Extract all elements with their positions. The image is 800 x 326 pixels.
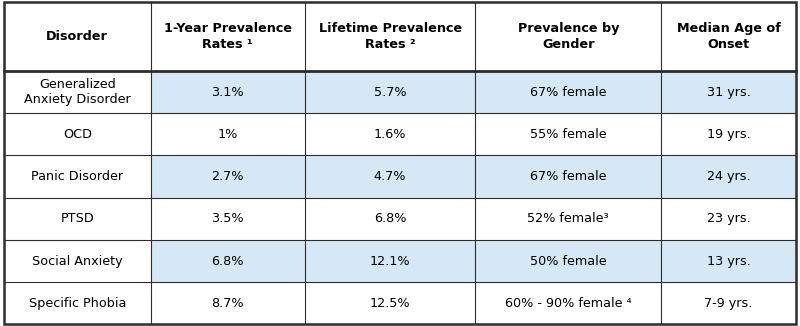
Bar: [662, 2, 796, 71]
Bar: [150, 71, 305, 113]
Bar: [475, 282, 662, 324]
Bar: [662, 282, 796, 324]
Bar: [475, 71, 662, 113]
Bar: [305, 2, 475, 71]
Bar: [305, 71, 475, 113]
Text: OCD: OCD: [62, 128, 92, 141]
Bar: [475, 113, 662, 156]
Bar: [662, 113, 796, 156]
Text: Median Age of
Onset: Median Age of Onset: [677, 22, 781, 51]
Text: 1%: 1%: [218, 128, 238, 141]
Bar: [4, 198, 150, 240]
Bar: [305, 113, 475, 156]
Text: 67% female: 67% female: [530, 86, 606, 99]
Bar: [475, 198, 662, 240]
Bar: [4, 113, 150, 156]
Text: Specific Phobia: Specific Phobia: [29, 297, 126, 310]
Bar: [150, 240, 305, 282]
Text: Prevalence by
Gender: Prevalence by Gender: [518, 22, 619, 51]
Text: 12.5%: 12.5%: [370, 297, 410, 310]
Bar: [662, 71, 796, 113]
Text: 5.7%: 5.7%: [374, 86, 406, 99]
Bar: [150, 198, 305, 240]
Bar: [662, 240, 796, 282]
Text: Generalized
Anxiety Disorder: Generalized Anxiety Disorder: [24, 78, 130, 106]
Text: 31 yrs.: 31 yrs.: [706, 86, 750, 99]
Text: 52% female³: 52% female³: [527, 212, 609, 225]
Text: 19 yrs.: 19 yrs.: [707, 128, 750, 141]
Bar: [305, 198, 475, 240]
Bar: [4, 282, 150, 324]
Text: 4.7%: 4.7%: [374, 170, 406, 183]
Text: 1.6%: 1.6%: [374, 128, 406, 141]
Text: 12.1%: 12.1%: [370, 255, 410, 268]
Bar: [662, 156, 796, 198]
Text: Disorder: Disorder: [46, 30, 108, 43]
Bar: [4, 2, 150, 71]
Text: Social Anxiety: Social Anxiety: [32, 255, 122, 268]
Bar: [4, 240, 150, 282]
Bar: [475, 240, 662, 282]
Text: 3.5%: 3.5%: [211, 212, 244, 225]
Text: 24 yrs.: 24 yrs.: [707, 170, 750, 183]
Text: 2.7%: 2.7%: [211, 170, 244, 183]
Text: Panic Disorder: Panic Disorder: [31, 170, 123, 183]
Bar: [150, 2, 305, 71]
Text: 8.7%: 8.7%: [211, 297, 244, 310]
Bar: [305, 240, 475, 282]
Text: 50% female: 50% female: [530, 255, 606, 268]
Bar: [475, 156, 662, 198]
Bar: [305, 156, 475, 198]
Bar: [150, 113, 305, 156]
Bar: [662, 198, 796, 240]
Text: 55% female: 55% female: [530, 128, 606, 141]
Text: 6.8%: 6.8%: [374, 212, 406, 225]
Text: 23 yrs.: 23 yrs.: [707, 212, 750, 225]
Text: 6.8%: 6.8%: [211, 255, 244, 268]
Text: 1-Year Prevalence
Rates ¹: 1-Year Prevalence Rates ¹: [164, 22, 292, 51]
Text: 13 yrs.: 13 yrs.: [706, 255, 750, 268]
Text: 3.1%: 3.1%: [211, 86, 244, 99]
Bar: [150, 282, 305, 324]
Text: Lifetime Prevalence
Rates ²: Lifetime Prevalence Rates ²: [318, 22, 462, 51]
Text: 67% female: 67% female: [530, 170, 606, 183]
Bar: [4, 71, 150, 113]
Text: PTSD: PTSD: [60, 212, 94, 225]
Bar: [4, 156, 150, 198]
Text: 7-9 yrs.: 7-9 yrs.: [705, 297, 753, 310]
Bar: [150, 156, 305, 198]
Bar: [305, 282, 475, 324]
Text: 60% - 90% female ⁴: 60% - 90% female ⁴: [505, 297, 632, 310]
Bar: [475, 2, 662, 71]
